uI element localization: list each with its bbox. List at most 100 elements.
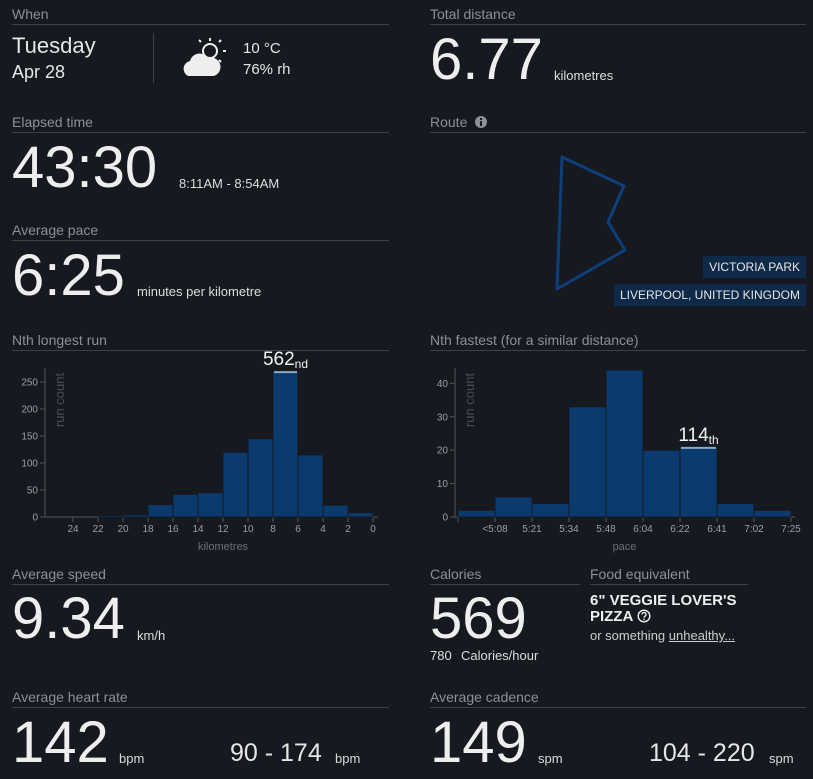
cadence-range: 104 - 220 bbox=[649, 739, 755, 767]
food-note-text: or something bbox=[590, 628, 666, 643]
x-tick-label: 16 bbox=[167, 524, 179, 535]
heart-value: 142 bbox=[12, 710, 109, 775]
weather-icon bbox=[183, 38, 226, 76]
section-label: Calories bbox=[430, 566, 580, 585]
temperature: 10 °C bbox=[243, 40, 281, 57]
y-tick-label: 40 bbox=[437, 379, 449, 390]
bar bbox=[347, 512, 374, 518]
bar bbox=[605, 369, 644, 518]
x-axis-label: kilometres bbox=[198, 541, 249, 553]
y-tick-label: 250 bbox=[21, 377, 38, 388]
section-label: Nth fastest (for a similar distance) bbox=[430, 332, 806, 351]
bar bbox=[222, 451, 249, 518]
x-tick-label: 14 bbox=[192, 524, 204, 535]
y-tick-label: 150 bbox=[21, 431, 38, 442]
section-label: Total distance bbox=[430, 6, 806, 25]
y-tick-label: 30 bbox=[437, 412, 449, 423]
park-label: VICTORIA PARK bbox=[703, 256, 806, 278]
date: Apr 28 bbox=[12, 62, 66, 82]
location-label: LIVERPOOL, UNITED KINGDOM bbox=[613, 284, 806, 306]
rank-suffix: nd bbox=[295, 357, 308, 371]
section-label: Average cadence bbox=[430, 689, 806, 708]
route-label: Route bbox=[430, 114, 468, 130]
food-item: 6" VEGGIE LOVER'S PIZZA bbox=[590, 593, 750, 625]
x-tick-label: 12 bbox=[217, 524, 229, 535]
rank-annotation: 562nd bbox=[263, 349, 308, 371]
bar bbox=[172, 493, 199, 518]
section-label: Elapsed time bbox=[12, 114, 389, 133]
x-tick-label: 0 bbox=[370, 524, 376, 535]
bar bbox=[197, 492, 224, 518]
section-label: Food equivalent bbox=[590, 566, 748, 585]
heart-range: 90 - 174 bbox=[230, 739, 322, 767]
x-tick-label: <5:08 bbox=[482, 524, 508, 535]
x-tick-label: 7:25 bbox=[781, 524, 801, 535]
elapsed-value: 43:30 bbox=[12, 135, 158, 200]
section-label: Route bbox=[430, 114, 806, 133]
bar bbox=[457, 509, 496, 518]
food-link[interactable]: unhealthy... bbox=[668, 628, 736, 643]
x-tick-label: 10 bbox=[242, 524, 254, 535]
x-tick-label: 5:48 bbox=[596, 524, 616, 535]
section-label: Average heart rate bbox=[12, 689, 389, 708]
x-tick-label: 18 bbox=[142, 524, 154, 535]
divider bbox=[153, 33, 154, 83]
y-tick-label: 20 bbox=[437, 446, 449, 457]
x-tick-label: 6 bbox=[295, 524, 301, 535]
cadence-value: 149 bbox=[430, 710, 527, 775]
heart-range-unit: bpm bbox=[335, 751, 361, 766]
bar bbox=[642, 449, 681, 518]
x-tick-label: 5:34 bbox=[559, 524, 579, 535]
calories-per-hour: 780 bbox=[430, 648, 452, 663]
bar bbox=[97, 514, 124, 518]
y-tick-label: 100 bbox=[21, 458, 38, 469]
calories-value: 569 bbox=[430, 586, 527, 651]
x-tick-label: 6:22 bbox=[670, 524, 690, 535]
cadence-unit: spm bbox=[538, 751, 563, 766]
bar bbox=[122, 514, 149, 518]
rank-suffix: th bbox=[709, 433, 719, 447]
calories-per-hour-unit: Calories/hour bbox=[461, 648, 539, 663]
x-tick-label: 7:02 bbox=[744, 524, 764, 535]
bar bbox=[297, 454, 324, 518]
elapsed-range: 8:11AM - 8:54AM bbox=[179, 176, 280, 191]
bar bbox=[568, 406, 607, 518]
speed-value: 9.34 bbox=[12, 586, 125, 651]
rank-number: 114 bbox=[678, 425, 709, 446]
x-tick-label: 22 bbox=[92, 524, 104, 535]
y-tick-label: 0 bbox=[442, 513, 448, 524]
section-label: When bbox=[12, 6, 389, 25]
bar bbox=[322, 504, 349, 518]
x-tick-label: 20 bbox=[117, 524, 129, 535]
distance-unit: kilometres bbox=[554, 68, 614, 83]
section-label: Average pace bbox=[12, 222, 389, 241]
pace-value: 6:25 bbox=[12, 243, 125, 308]
pace-unit: minutes per kilometre bbox=[137, 284, 262, 299]
y-tick-label: 200 bbox=[21, 404, 38, 415]
bar bbox=[716, 503, 755, 518]
bar bbox=[679, 446, 718, 518]
speed-unit: km/h bbox=[137, 628, 166, 643]
distance-value: 6.77 bbox=[430, 27, 543, 92]
x-tick-label: 5:21 bbox=[522, 524, 542, 535]
y-tick-label: 50 bbox=[27, 485, 39, 496]
bar bbox=[147, 504, 174, 518]
x-tick-label: 24 bbox=[67, 524, 79, 535]
food-note: or something unhealthy... bbox=[590, 628, 735, 643]
bar bbox=[247, 438, 274, 518]
section-label: Average speed bbox=[12, 566, 389, 585]
bar bbox=[272, 370, 299, 518]
humidity: 76% rh bbox=[243, 61, 291, 78]
x-tick-label: 2 bbox=[345, 524, 351, 535]
route-map bbox=[555, 155, 627, 291]
section-label: Nth longest run bbox=[12, 332, 389, 351]
bar bbox=[753, 509, 792, 518]
help-icon[interactable] bbox=[637, 609, 651, 623]
bar bbox=[494, 496, 533, 518]
info-icon[interactable] bbox=[474, 115, 488, 129]
x-axis-label: pace bbox=[613, 541, 637, 553]
bar bbox=[531, 503, 570, 518]
x-tick-label: 4 bbox=[320, 524, 326, 535]
x-tick-label: 6:41 bbox=[707, 524, 727, 535]
